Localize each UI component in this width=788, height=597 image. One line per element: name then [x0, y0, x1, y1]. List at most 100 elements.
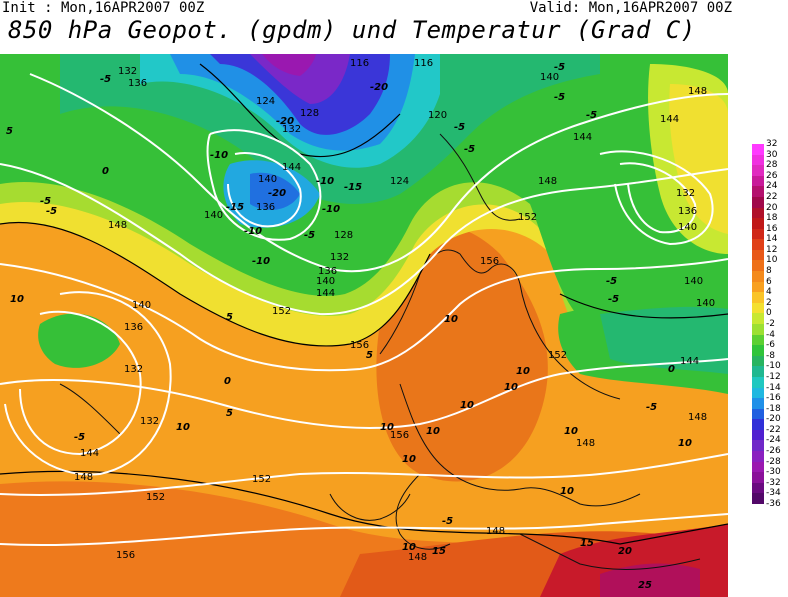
legend-tick-label: -20 [766, 414, 781, 425]
temp-label: -5 [554, 92, 565, 103]
legend-swatch [752, 165, 764, 177]
geopot-label: 140 [316, 276, 335, 287]
geopot-label: 116 [414, 58, 433, 69]
legend-swatch [752, 313, 764, 325]
temp-label: -5 [606, 276, 617, 287]
geopot-label: 148 [408, 552, 427, 563]
legend-swatch [752, 186, 764, 198]
geopot-label: 144 [282, 162, 301, 173]
geopot-label: 144 [80, 448, 99, 459]
temp-label: 10 [678, 438, 692, 449]
legend-swatch [752, 281, 764, 293]
geopot-label: 148 [538, 176, 557, 187]
geopot-label: 156 [480, 256, 499, 267]
temp-label: 10 [10, 294, 24, 305]
geopot-label: 128 [300, 108, 319, 119]
temp-label: 10 [444, 314, 458, 325]
temp-label: -15 [226, 202, 244, 213]
legend-swatch [752, 472, 764, 484]
temp-label: -5 [464, 144, 475, 155]
legend-tick-label: -24 [766, 435, 781, 446]
legend-tick-label: -18 [766, 403, 781, 414]
legend-swatch [752, 461, 764, 473]
legend-tick-label: 32 [766, 139, 778, 149]
geopot-label: 148 [576, 438, 595, 449]
geopot-label: 148 [688, 412, 707, 423]
legend-swatch [752, 493, 764, 505]
temp-label: -10 [210, 150, 228, 161]
geopot-label: 132 [282, 124, 301, 135]
legend-swatch [752, 387, 764, 399]
geopot-label: 144 [680, 356, 699, 367]
geopot-label: 140 [204, 210, 223, 221]
geopot-label: 132 [118, 66, 137, 77]
legend-swatch [752, 239, 764, 251]
legend-swatch [752, 376, 764, 389]
geopot-label: 140 [696, 298, 715, 309]
temp-label: -10 [322, 204, 340, 215]
init-time: Init : Mon,16APR2007 00Z [2, 0, 205, 16]
temp-label: 10 [460, 400, 474, 411]
legend-swatch [752, 408, 764, 420]
legend-swatch [752, 366, 764, 378]
legend-tick-label: 4 [766, 287, 772, 298]
geopot-label: 136 [128, 78, 147, 89]
valid-time: Valid: Mon,16APR2007 00Z [529, 0, 732, 16]
legend-tick-label: 8 [766, 266, 772, 277]
legend-tick-label: 18 [766, 213, 778, 224]
legend-tick-label: -2 [766, 319, 775, 329]
legend-tick-label: -8 [766, 350, 775, 361]
legend-swatch [752, 196, 764, 209]
geopot-label: 156 [116, 550, 135, 561]
geopot-label: 132 [140, 416, 159, 427]
legend-tick-label: 14 [766, 234, 778, 245]
geopot-label: 144 [316, 288, 335, 299]
geopot-label: 116 [350, 58, 369, 69]
geopot-label: 132 [330, 252, 349, 263]
geopot-label: 136 [318, 266, 337, 277]
legend-tick-label: -10 [766, 361, 781, 372]
geopot-label: 156 [390, 430, 409, 441]
temp-label: 10 [402, 542, 416, 553]
temp-label: 0 [224, 376, 231, 387]
temp-label: 15 [580, 538, 594, 549]
temp-label: -5 [304, 230, 315, 241]
legend-tick-label: 20 [766, 202, 778, 213]
temp-label: 5 [6, 126, 13, 137]
geopot-label: 132 [124, 364, 143, 375]
legend-tick-label: -6 [766, 340, 775, 351]
legend-swatch [752, 451, 764, 463]
temp-label: -5 [100, 74, 111, 85]
color-legend [752, 144, 764, 505]
legend-tick-label: 28 [766, 160, 778, 171]
geopotential-labels: 132 136 116 116 140 148 124 128 132 120 … [74, 58, 715, 563]
temp-label: -20 [370, 82, 388, 93]
geopot-label: 140 [678, 222, 697, 233]
legend-swatch [752, 292, 764, 304]
temp-label: 10 [504, 382, 518, 393]
legend-swatch [752, 218, 764, 230]
geopot-label: 136 [124, 322, 143, 333]
geopot-label: 152 [272, 306, 291, 317]
temp-label: 10 [564, 426, 578, 437]
temp-label: -15 [344, 182, 362, 193]
legend-swatch [752, 440, 764, 452]
temp-label: 5 [226, 312, 233, 323]
geopot-label: 140 [540, 72, 559, 83]
temp-label: -5 [40, 196, 51, 207]
temp-label: 10 [176, 422, 190, 433]
temp-label: -5 [586, 110, 597, 121]
temp-label: -5 [554, 62, 565, 73]
legend-tick-label: -34 [766, 488, 781, 499]
legend-swatch [752, 228, 764, 240]
legend-tick-label: -22 [766, 424, 781, 435]
legend-swatch [752, 419, 764, 431]
legend-swatch [752, 482, 764, 494]
geopot-label: 140 [258, 174, 277, 185]
geopot-label: 152 [548, 350, 567, 361]
temp-label: -10 [252, 256, 270, 267]
weather-map: 132 136 116 116 140 148 124 128 132 120 … [0, 54, 728, 597]
geopot-label: 148 [688, 86, 707, 97]
temperature-labels: -5 -5 -20 -20 -5 -10 -5 -10 -15 -20 -10 … [6, 62, 692, 591]
legend-tick-label: 6 [766, 276, 772, 287]
